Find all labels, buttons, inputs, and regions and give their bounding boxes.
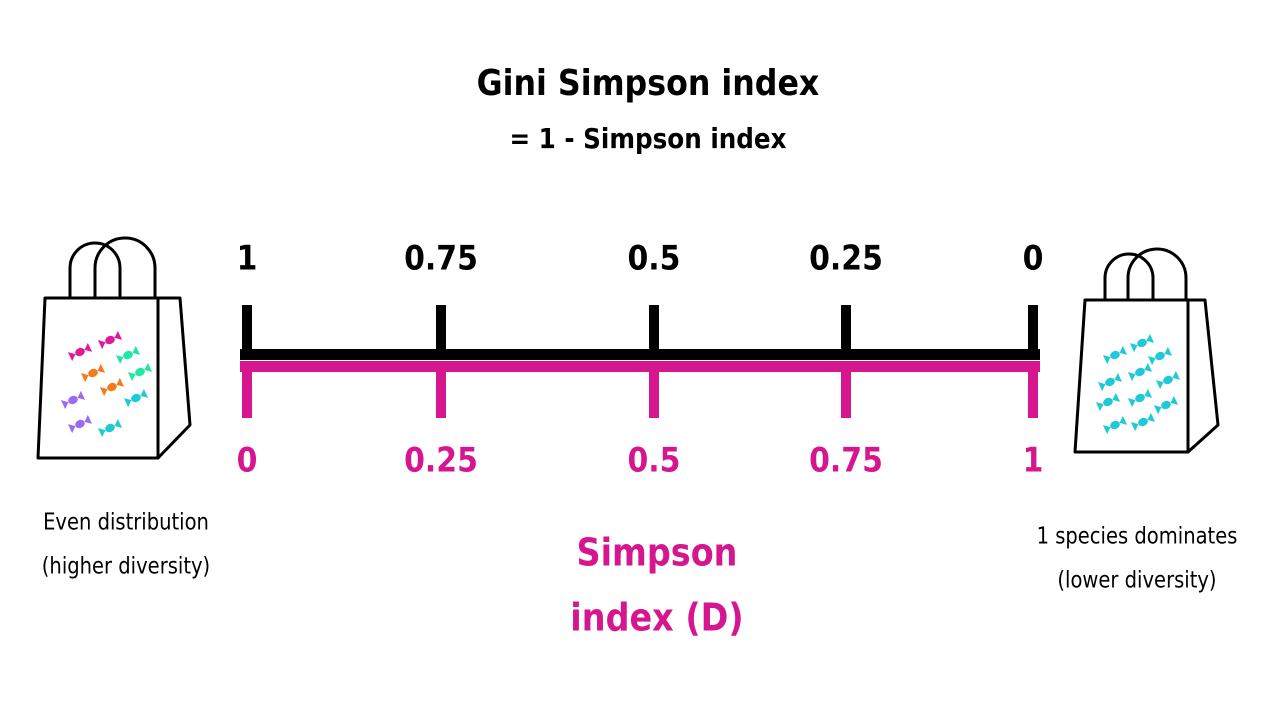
- scale-label: 0.5: [628, 238, 681, 278]
- tick: [649, 305, 659, 355]
- scale-label: 1: [1023, 440, 1044, 480]
- bag-icon: [36, 236, 192, 460]
- bottom-scale-line: [240, 361, 1040, 372]
- tick: [841, 368, 851, 418]
- scale-label: 0.75: [404, 238, 478, 278]
- tick: [242, 368, 252, 418]
- left-caption: Even distribution: [43, 509, 209, 536]
- top-scale-line: [240, 349, 1040, 360]
- scale-labels: 1 0.75 0.5 0.25 0 0 0.25 0.5 0.75 1: [237, 238, 1044, 480]
- ticks: [242, 305, 1038, 418]
- scale-label: 0: [237, 440, 258, 480]
- tick: [649, 368, 659, 418]
- scale-name: Simpson: [577, 532, 738, 576]
- title: Gini Simpson index: [477, 62, 820, 103]
- subtitle: = 1 - Simpson index: [509, 124, 786, 156]
- tick: [841, 305, 851, 355]
- scale-label: 0.75: [809, 440, 883, 480]
- tick: [436, 305, 446, 355]
- tick: [436, 368, 446, 418]
- scale-label: 0.25: [809, 238, 883, 278]
- scale-name: index (D): [570, 597, 743, 641]
- tick: [242, 305, 252, 355]
- left-caption: (higher diversity): [42, 553, 210, 580]
- right-caption: 1 species dominates: [1037, 523, 1238, 550]
- tick: [1028, 305, 1038, 355]
- tick: [1028, 368, 1038, 418]
- scale-label: 0.25: [404, 440, 478, 480]
- scale-label: 1: [237, 238, 258, 278]
- right-caption: (lower diversity): [1057, 567, 1216, 594]
- scale-label: 0.5: [628, 440, 681, 480]
- scale-label: 0: [1023, 238, 1044, 278]
